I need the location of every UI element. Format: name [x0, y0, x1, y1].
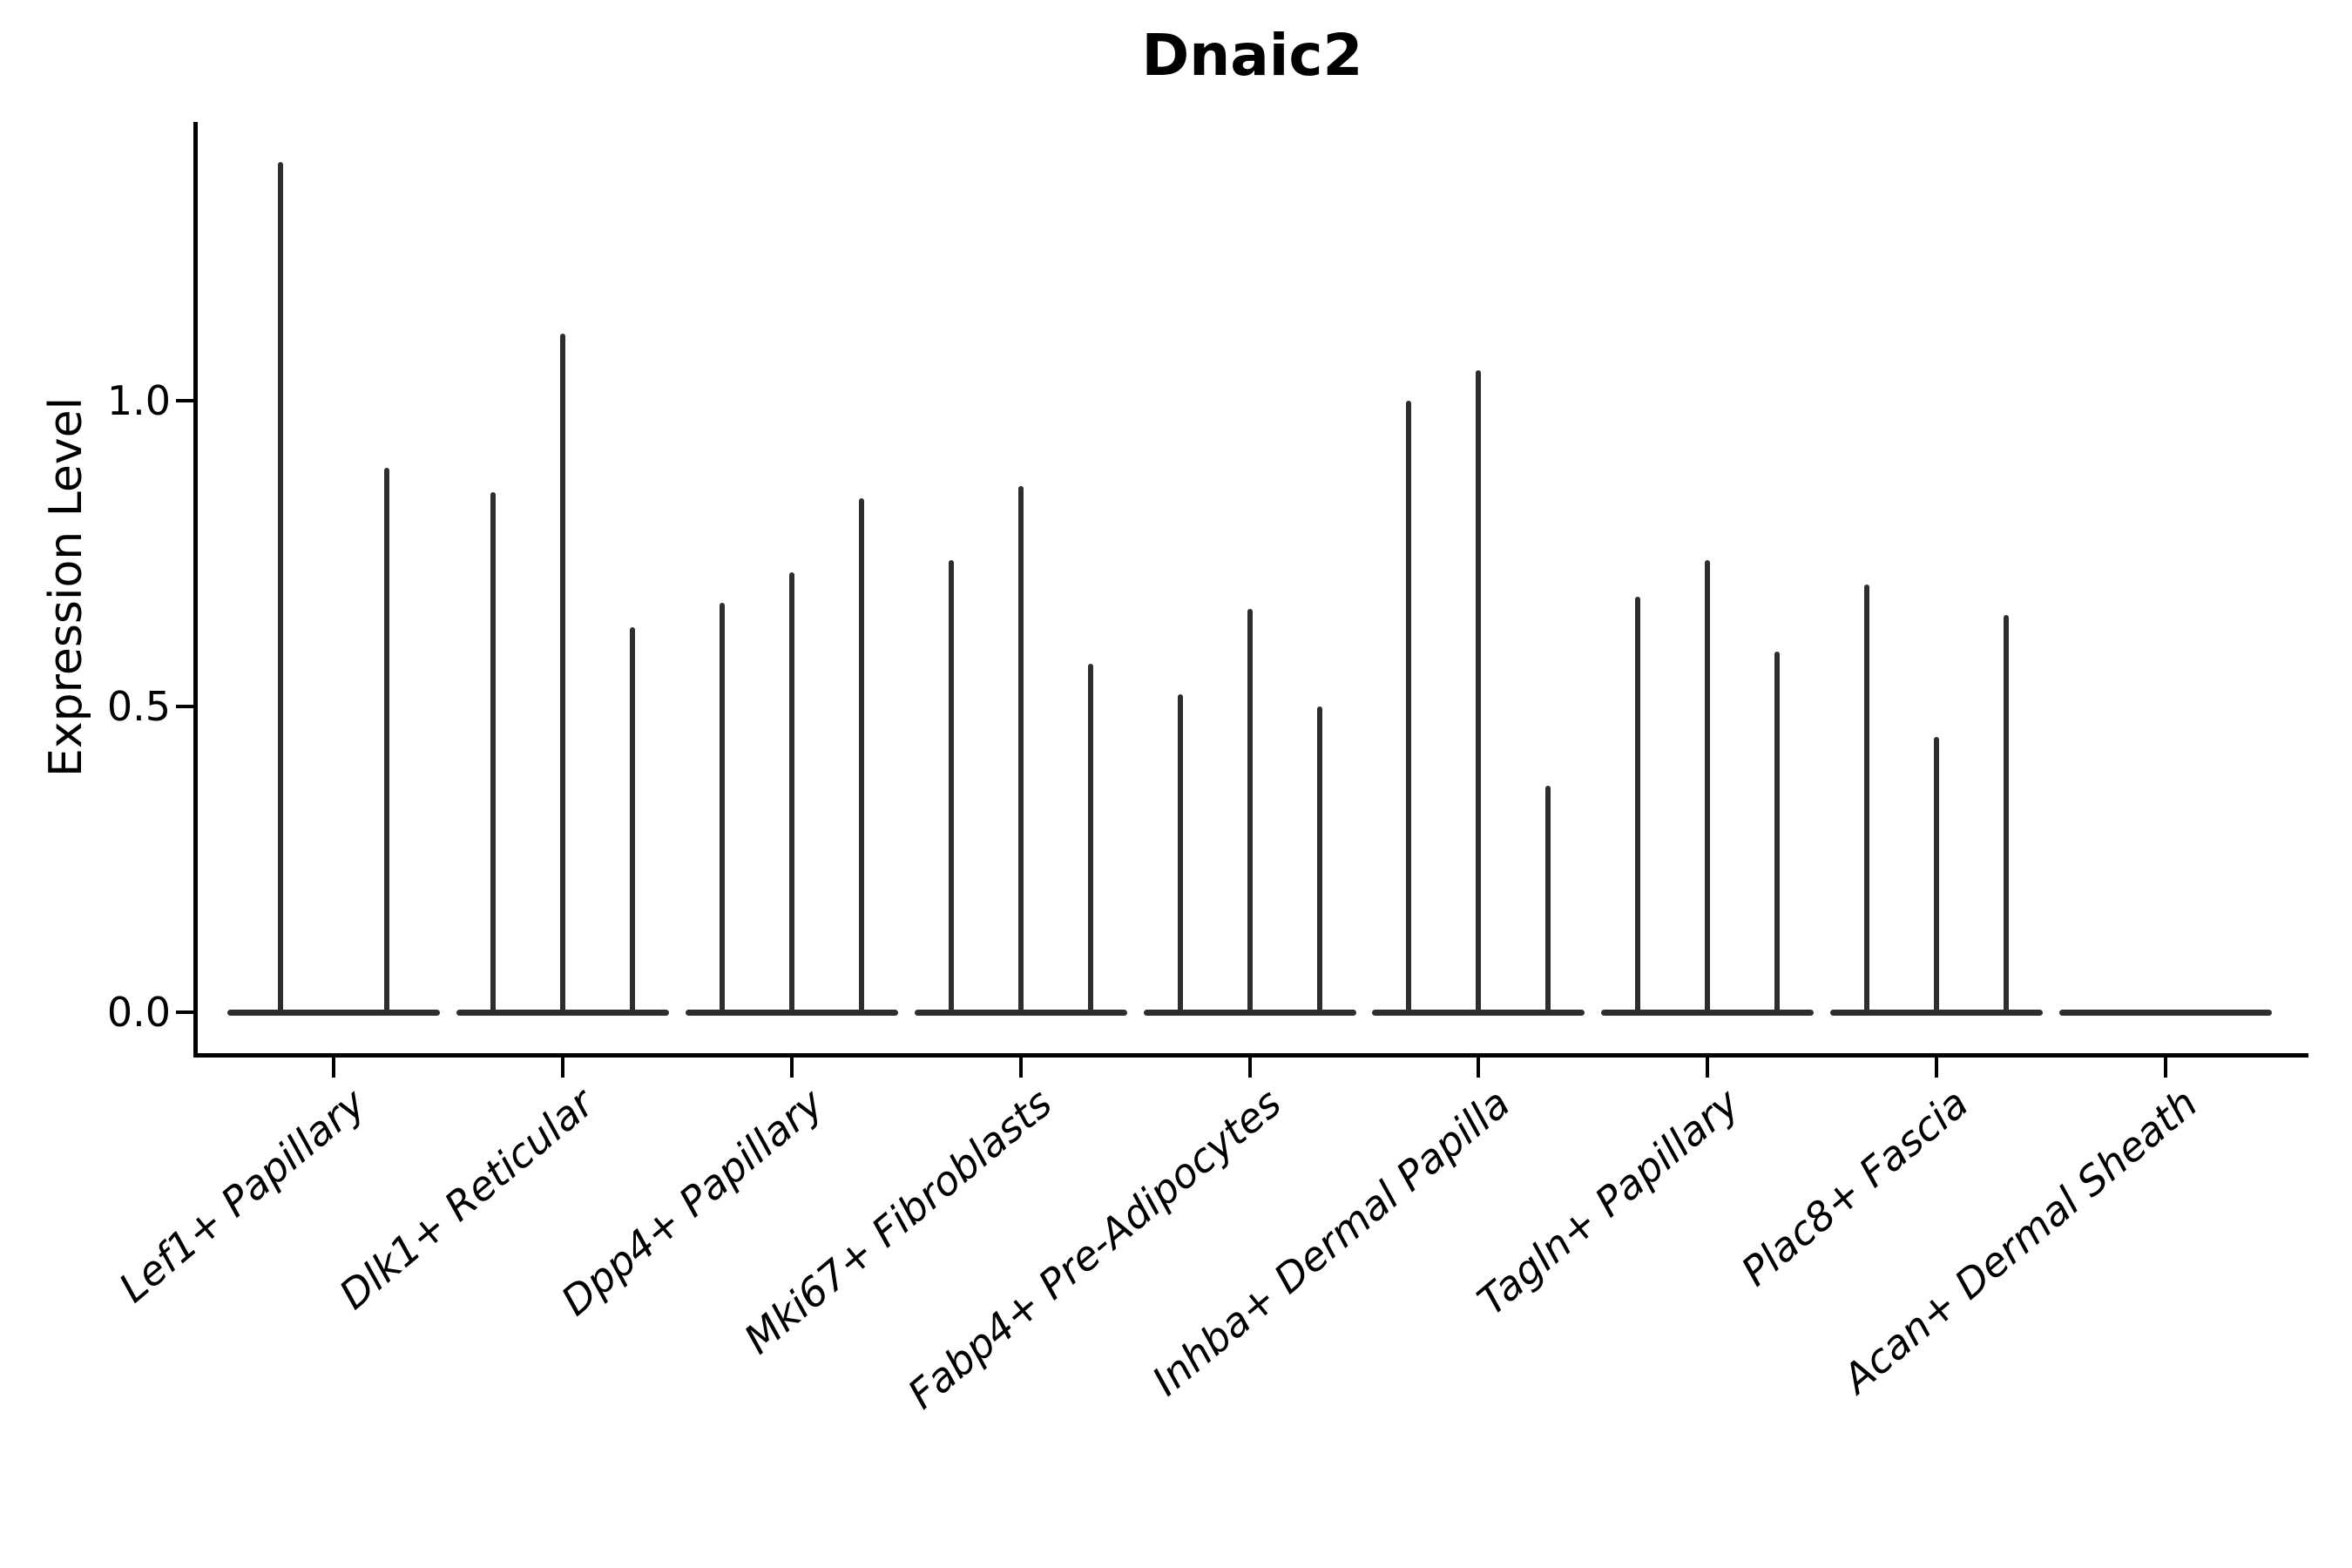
violin-spike	[719, 602, 725, 1015]
violin-spike	[629, 626, 635, 1015]
violin-spike	[1635, 596, 1641, 1015]
y-tick-label: 1.0	[106, 377, 171, 424]
x-axis-spine	[193, 1053, 2308, 1058]
chart-title: Dnaic2	[1141, 22, 1363, 89]
violin-spike	[1316, 706, 1322, 1015]
x-tick	[332, 1058, 335, 1078]
x-tick	[1477, 1058, 1481, 1078]
x-tick	[560, 1058, 564, 1078]
x-tick	[1018, 1058, 1023, 1078]
violin-spike	[1934, 737, 1940, 1015]
y-tick	[176, 399, 193, 402]
violin-spike	[490, 492, 496, 1015]
x-tick	[2164, 1058, 2167, 1078]
violin-spike	[1406, 401, 1412, 1015]
y-axis-spine	[193, 122, 198, 1058]
violin-spike	[1774, 651, 1781, 1015]
violin-spike	[1177, 693, 1183, 1015]
y-tick-label: 0.0	[106, 989, 171, 1036]
x-tick	[789, 1058, 794, 1078]
violin-spike	[2004, 614, 2010, 1015]
violin-spike	[1017, 486, 1024, 1015]
x-tick	[1935, 1058, 1939, 1078]
violin-spike	[1247, 608, 1253, 1015]
violin-spike	[948, 559, 954, 1015]
x-tick	[1247, 1058, 1252, 1078]
violin-spike	[858, 498, 864, 1015]
violin-spike	[1545, 786, 1551, 1015]
x-tick-label: Plac8+ Fascia	[1732, 1078, 1977, 1295]
violin-spike	[788, 571, 794, 1015]
x-tick-label: Lef1+ Papillary	[110, 1078, 375, 1312]
violin-spike	[1087, 663, 1093, 1015]
violin-spike	[1476, 369, 1482, 1015]
x-tick-label: Fabp4+ Pre-Adipocytes	[898, 1078, 1290, 1418]
violin-spike	[278, 162, 283, 1015]
violin-spike	[1705, 559, 1711, 1015]
x-tick	[1706, 1058, 1710, 1078]
y-tick-label: 0.5	[106, 683, 171, 730]
violin-spike	[1864, 584, 1870, 1015]
violin-baseline	[2059, 1009, 2272, 1016]
violin-baseline	[227, 1009, 440, 1016]
violin-spike	[559, 333, 565, 1015]
y-tick	[176, 1010, 193, 1014]
violin-spike	[384, 468, 389, 1015]
y-tick	[176, 705, 193, 708]
